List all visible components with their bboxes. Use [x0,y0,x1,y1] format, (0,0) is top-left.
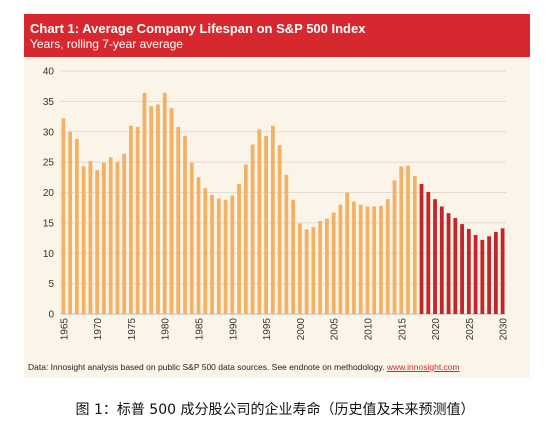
bar-historical [243,164,248,314]
bar-projected [487,236,491,314]
bar-historical [372,206,377,314]
x-tick-label: 1990 [228,318,239,341]
bar-historical [75,139,79,314]
x-tick-label: 1980 [161,318,172,341]
bar-historical [325,218,329,314]
bar-projected [433,199,437,314]
y-tick-label: 40 [43,67,55,78]
bar-historical [237,183,241,314]
bar-historical [230,195,235,314]
y-tick-label: 25 [43,158,55,169]
source-text: Data: Innosight analysis based on public… [28,362,385,372]
figure-caption: 图 1：标普 500 成分股公司的企业寿命（历史值及未来预测值） [75,402,475,418]
bar-historical [129,125,133,314]
bar-historical [142,92,147,314]
x-tick-label: 2005 [330,318,341,341]
y-tick-label: 30 [43,127,55,138]
x-tick-label: 2020 [431,318,442,341]
bar-historical [115,162,120,314]
bar-historical [331,212,336,314]
bar-historical [210,194,214,314]
bar-historical [189,162,194,314]
bar-historical [61,118,66,314]
chart-card: Chart 1: Average Company Lifespan on S&P… [24,14,530,378]
chart-title: Chart 1: Average Company Lifespan on S&P… [30,21,366,36]
bar-historical [379,205,383,314]
bar-historical [216,198,221,314]
bar-projected [426,191,431,314]
bar-historical [162,92,167,314]
bar-historical [270,125,275,314]
x-tick-label: 2015 [397,318,408,341]
bar-projected [493,231,498,314]
bar-projected [446,213,451,314]
y-tick-label: 10 [43,249,55,260]
bar-historical [257,129,262,314]
source-note: Data: Innosight analysis based on public… [28,362,460,372]
bar-historical [392,180,397,314]
bar-historical [250,144,255,314]
bar-historical [277,145,282,314]
bar-historical [291,199,296,314]
bar-historical [135,126,140,314]
bar-historical [345,192,350,314]
chart-subtitle: Years, rolling 7-year average [30,37,183,51]
bar-historical [318,221,323,314]
x-tick-label: 2010 [363,318,374,341]
bar-historical [352,201,356,314]
bar-historical [81,166,86,314]
bar-historical [169,108,174,314]
bar-historical [68,131,73,314]
bar-projected [466,228,471,314]
y-tick-label: 35 [43,97,55,108]
bar-historical [264,136,268,314]
bar-projected [460,224,464,314]
source-link[interactable]: www.innosight.com [386,362,460,372]
x-tick-label: 2025 [465,318,476,341]
bar-historical [304,229,309,314]
bar-historical [284,174,289,314]
bar-historical [95,170,100,314]
y-tick-label: 15 [43,218,55,229]
bar-historical [176,126,181,314]
bar-projected [453,218,458,314]
bar-historical [102,162,106,314]
y-tick-label: 5 [48,279,54,290]
bar-projected [439,206,444,314]
bar-historical [385,199,390,314]
bar-projected [473,235,478,314]
x-tick-label: 1965 [59,318,70,341]
bar-historical [338,204,343,314]
bar-historical [358,204,363,314]
bar-historical [311,227,316,314]
y-tick-label: 20 [43,188,55,199]
bar-historical [298,223,302,314]
x-tick-label: 2000 [296,318,307,341]
bar-historical [108,157,113,314]
bar-historical [88,160,93,314]
bar-projected [500,228,505,314]
bar-historical [399,166,404,314]
x-tick-label: 1985 [195,318,206,341]
bar-historical [149,106,154,314]
x-tick-label: 2030 [499,318,510,341]
x-tick-label: 1970 [93,318,104,341]
bar-historical [122,153,127,314]
y-tick-label: 0 [48,310,54,321]
bar-historical [223,199,228,314]
bar-historical [412,176,417,314]
x-tick-label: 1975 [127,318,138,341]
chart-header: Chart 1: Average Company Lifespan on S&P… [24,14,530,57]
bar-projected [419,183,424,314]
bar-projected [480,239,485,314]
bar-historical [183,136,187,314]
x-tick-label: 1995 [262,318,273,341]
bar-historical [365,206,370,314]
bar-historical [203,188,208,314]
bar-historical [406,165,410,314]
bar-historical [156,104,160,314]
bar-historical [196,177,201,314]
